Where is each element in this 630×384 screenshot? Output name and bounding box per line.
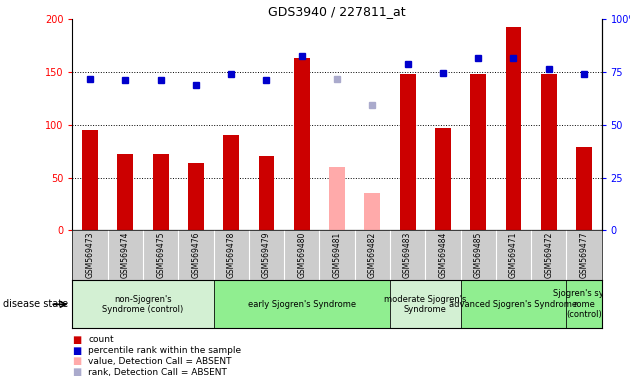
Text: moderate Sjogren's
Syndrome: moderate Sjogren's Syndrome — [384, 295, 466, 314]
Bar — [258, 157, 275, 230]
Bar — [505, 26, 522, 230]
Text: GSM569481: GSM569481 — [333, 232, 341, 278]
Text: disease state: disease state — [3, 299, 68, 310]
Text: rank, Detection Call = ABSENT: rank, Detection Call = ABSENT — [88, 367, 227, 377]
Bar — [329, 167, 345, 230]
Text: early Sjogren's Syndrome: early Sjogren's Syndrome — [248, 300, 356, 309]
Bar — [117, 154, 134, 230]
Bar — [214, 280, 390, 328]
Text: value, Detection Call = ABSENT: value, Detection Call = ABSENT — [88, 357, 232, 366]
Text: Sjogren's synd
rome
(control): Sjogren's synd rome (control) — [553, 290, 615, 319]
Text: GSM569474: GSM569474 — [121, 232, 130, 278]
Text: GSM569475: GSM569475 — [156, 232, 165, 278]
Text: ■: ■ — [72, 367, 82, 377]
Text: GSM569482: GSM569482 — [368, 232, 377, 278]
Text: ■: ■ — [72, 335, 82, 345]
Title: GDS3940 / 227811_at: GDS3940 / 227811_at — [268, 5, 406, 18]
Text: ■: ■ — [72, 346, 82, 356]
Bar — [82, 130, 98, 230]
Text: count: count — [88, 335, 114, 344]
Text: GSM569472: GSM569472 — [544, 232, 553, 278]
Bar — [435, 128, 451, 230]
Bar — [188, 163, 204, 230]
Bar — [364, 194, 381, 230]
Text: GSM569483: GSM569483 — [403, 232, 412, 278]
Text: non-Sjogren's
Syndrome (control): non-Sjogren's Syndrome (control) — [103, 295, 183, 314]
Text: GSM569477: GSM569477 — [580, 232, 588, 278]
Bar — [399, 74, 416, 230]
Text: GSM569479: GSM569479 — [262, 232, 271, 278]
Text: GSM569478: GSM569478 — [227, 232, 236, 278]
Bar — [541, 74, 557, 230]
Text: GSM569480: GSM569480 — [297, 232, 306, 278]
Bar — [566, 280, 602, 328]
Text: percentile rank within the sample: percentile rank within the sample — [88, 346, 241, 355]
Bar — [294, 58, 310, 230]
Text: GSM569473: GSM569473 — [86, 232, 94, 278]
Bar — [390, 280, 461, 328]
Bar — [470, 74, 486, 230]
Text: GSM569484: GSM569484 — [438, 232, 447, 278]
Text: advanced Sjogren's Syndrome: advanced Sjogren's Syndrome — [449, 300, 578, 309]
Text: GSM569476: GSM569476 — [192, 232, 200, 278]
Text: GSM569485: GSM569485 — [474, 232, 483, 278]
Bar — [72, 280, 214, 328]
Text: GSM569471: GSM569471 — [509, 232, 518, 278]
Bar — [223, 136, 239, 230]
Bar — [461, 280, 566, 328]
Text: ■: ■ — [72, 356, 82, 366]
Bar — [576, 147, 592, 230]
Bar — [152, 154, 169, 230]
